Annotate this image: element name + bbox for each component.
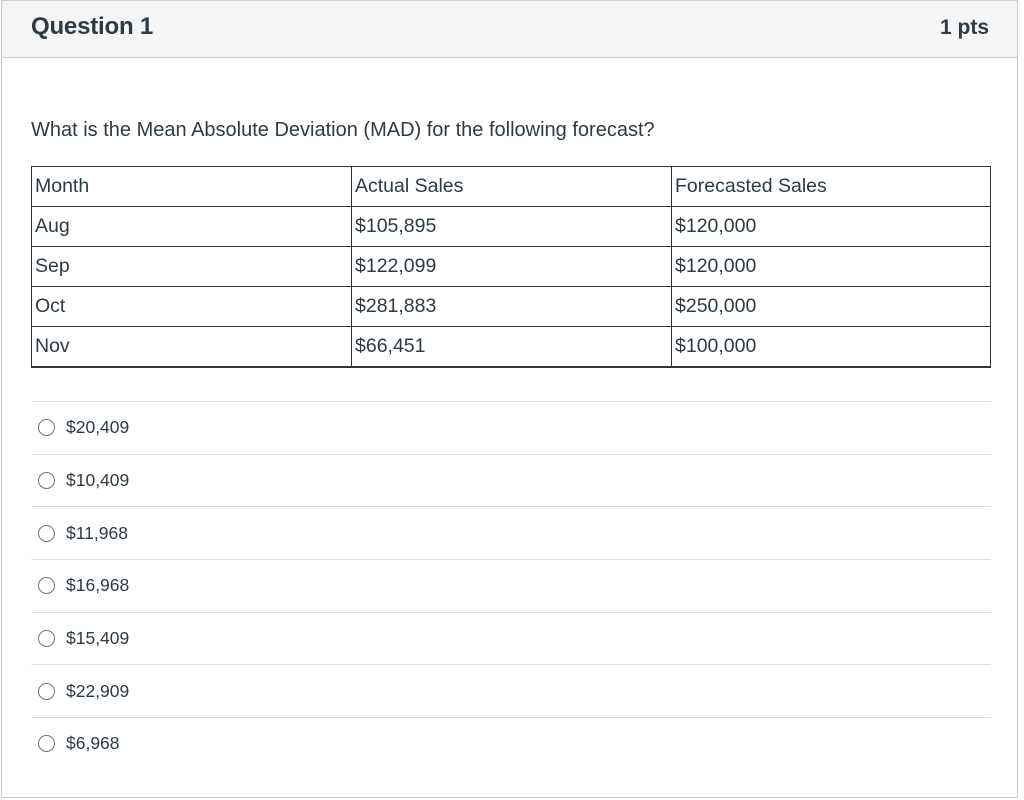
cell-forecasted-sales: $120,000 — [671, 206, 991, 247]
cell-month: Sep — [31, 246, 352, 287]
radio-button[interactable] — [38, 472, 55, 490]
cell-actual-sales: $105,895 — [351, 206, 672, 247]
answer-option[interactable]: $11,968 — [31, 506, 991, 559]
radio-button[interactable] — [38, 577, 55, 595]
cell-actual-sales: $122,099 — [351, 246, 672, 287]
table-header-row: Month Actual Sales Forecasted Sales — [31, 166, 991, 207]
cell-actual-sales: $281,883 — [351, 286, 672, 327]
answer-label[interactable]: $22,909 — [66, 680, 130, 701]
question-header: Question 1 1 pts — [2, 1, 1017, 58]
answer-option[interactable]: $6,968 — [31, 717, 991, 770]
answer-option[interactable]: $10,409 — [31, 453, 991, 507]
question-points: 1 pts — [939, 16, 989, 39]
answer-option[interactable]: $22,909 — [31, 664, 991, 717]
cell-month: Oct — [31, 286, 352, 327]
question-title: Question 1 — [31, 13, 154, 40]
cell-month: Nov — [31, 326, 352, 368]
table-row: Oct $281,883 $250,000 — [31, 286, 991, 327]
table-row: Nov $66,451 $100,000 — [31, 326, 991, 368]
table-row: Sep $122,099 $120,000 — [31, 246, 991, 287]
cell-actual-sales: $66,451 — [351, 326, 672, 368]
answer-label[interactable]: $11,968 — [66, 522, 128, 543]
answer-label[interactable]: $6,968 — [66, 733, 120, 754]
answer-label[interactable]: $16,968 — [66, 575, 130, 596]
column-header-actual-sales: Actual Sales — [351, 166, 672, 207]
cell-month: Aug — [31, 206, 352, 247]
answer-label[interactable]: $15,409 — [66, 628, 130, 649]
cell-forecasted-sales: $250,000 — [671, 286, 991, 327]
radio-button[interactable] — [38, 419, 55, 437]
radio-button[interactable] — [38, 682, 55, 700]
sales-table: Month Actual Sales Forecasted Sales Aug … — [31, 166, 991, 368]
answer-option[interactable]: $16,968 — [31, 559, 991, 612]
table-row: Aug $105,895 $120,000 — [31, 206, 991, 247]
radio-button[interactable] — [38, 735, 55, 753]
radio-button[interactable] — [38, 630, 55, 648]
cell-forecasted-sales: $100,000 — [671, 326, 991, 368]
answer-label[interactable]: $10,409 — [66, 470, 130, 491]
answer-option[interactable]: $15,409 — [31, 611, 991, 665]
answer-option[interactable]: $20,409 — [31, 401, 991, 454]
cell-forecasted-sales: $120,000 — [671, 246, 991, 287]
question-text: What is the Mean Absolute Deviation (MAD… — [31, 119, 655, 141]
answer-label[interactable]: $20,409 — [66, 417, 130, 438]
radio-button[interactable] — [38, 524, 55, 542]
column-header-forecasted-sales: Forecasted Sales — [671, 166, 991, 207]
answer-list: $20,409 $10,409 $11,968 $16,968 $15,409 … — [31, 401, 991, 770]
column-header-month: Month — [31, 166, 352, 207]
